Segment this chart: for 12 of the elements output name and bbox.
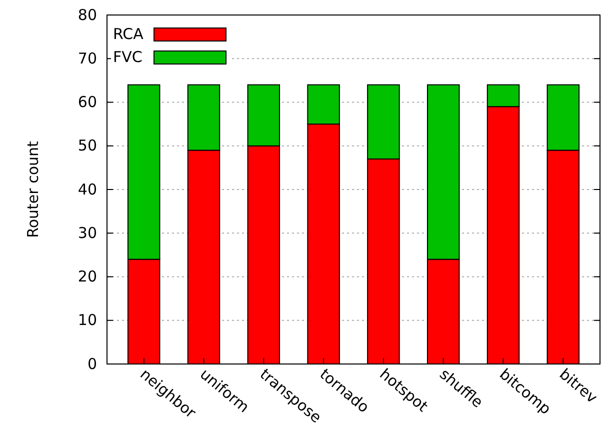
y-tick-label: 50 [78, 136, 97, 155]
y-tick-label: 0 [87, 354, 97, 373]
y-tick-label: 20 [78, 268, 97, 286]
y-axis-title: Router count [24, 140, 42, 238]
y-tick-label: 30 [78, 224, 97, 242]
legend-label: FVC [113, 48, 142, 66]
y-tick-label: 40 [78, 180, 97, 198]
y-tick-label: 10 [78, 311, 97, 330]
legend-label: RCA [113, 25, 144, 43]
y-tick-label: 80 [78, 6, 97, 24]
y-tick-label: 60 [78, 93, 97, 112]
y-tick-label: 70 [78, 49, 97, 68]
